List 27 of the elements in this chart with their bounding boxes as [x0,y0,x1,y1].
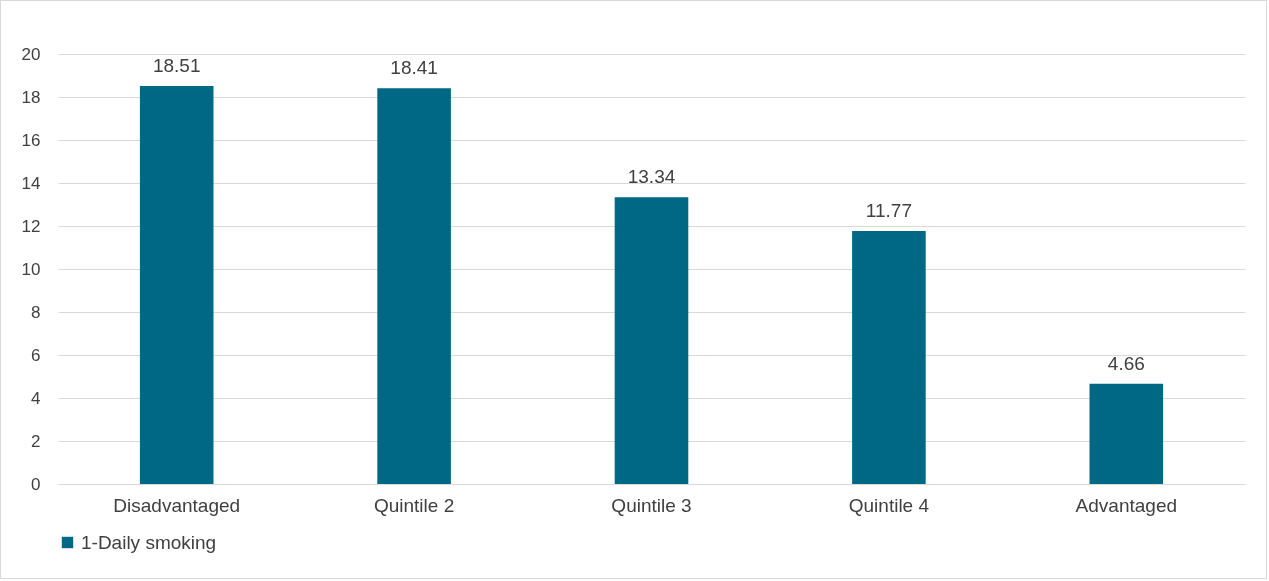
legend-label: 1-Daily smoking [81,531,217,553]
data-label: 4.66 [1107,352,1145,374]
bar [614,197,689,484]
x-tick-label: Disadvantaged [113,494,241,516]
y-tick-label: 8 [31,302,41,322]
y-tick-label: 12 [21,216,41,236]
y-tick-label: 20 [21,44,41,64]
data-label: 18.41 [390,57,438,79]
data-label: 13.34 [627,166,676,188]
bar [1089,383,1164,484]
x-tick-label: Advantaged [1075,494,1178,516]
bar [852,230,926,484]
x-tick-label: Quintile 2 [373,494,455,516]
data-label: 11.77 [865,199,912,221]
data-label: 18.51 [152,55,201,77]
y-tick-label: 4 [31,388,41,408]
bar [377,88,451,484]
y-tick-label: 14 [21,173,41,193]
y-tick-label: 2 [31,431,41,451]
y-tick-label: 18 [21,87,41,107]
y-tick-label: 16 [21,130,41,150]
y-tick-label: 6 [31,345,41,365]
y-tick-label: 0 [31,474,41,494]
x-tick-label: Quintile 4 [848,494,930,516]
x-tick-label: Quintile 3 [611,494,692,516]
y-tick-label: 10 [21,259,41,279]
bar [139,86,214,484]
